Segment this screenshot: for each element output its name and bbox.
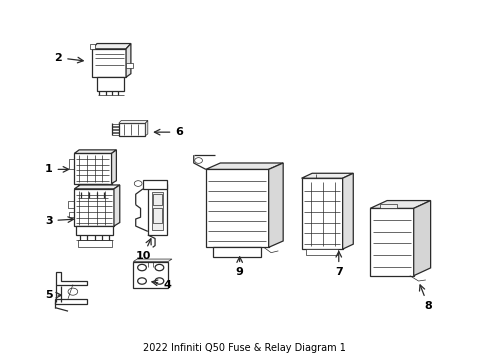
- Polygon shape: [205, 163, 283, 169]
- Polygon shape: [379, 204, 396, 208]
- Polygon shape: [78, 240, 111, 247]
- Text: 4: 4: [152, 280, 171, 289]
- Polygon shape: [145, 121, 147, 136]
- Text: 6: 6: [154, 127, 183, 137]
- Polygon shape: [133, 261, 168, 288]
- Polygon shape: [147, 184, 167, 235]
- Polygon shape: [369, 208, 413, 276]
- Polygon shape: [126, 63, 133, 68]
- Polygon shape: [133, 259, 172, 261]
- Text: 7: 7: [334, 252, 342, 277]
- Text: 2: 2: [54, 53, 83, 63]
- Polygon shape: [76, 226, 113, 235]
- Polygon shape: [268, 163, 283, 247]
- Text: 9: 9: [235, 257, 243, 277]
- Text: 2022 Infiniti Q50 Fuse & Relay Diagram 1: 2022 Infiniti Q50 Fuse & Relay Diagram 1: [143, 343, 345, 354]
- Polygon shape: [111, 150, 116, 184]
- Polygon shape: [306, 249, 337, 256]
- Polygon shape: [90, 44, 95, 49]
- Polygon shape: [97, 77, 123, 91]
- Polygon shape: [301, 173, 352, 178]
- Polygon shape: [151, 192, 163, 230]
- Polygon shape: [126, 44, 131, 77]
- Polygon shape: [142, 180, 167, 189]
- Polygon shape: [78, 184, 108, 192]
- Polygon shape: [74, 150, 116, 153]
- Polygon shape: [119, 123, 145, 136]
- Polygon shape: [56, 272, 87, 284]
- Polygon shape: [114, 185, 120, 226]
- Polygon shape: [369, 201, 430, 208]
- Text: 1: 1: [45, 165, 69, 174]
- Polygon shape: [74, 153, 111, 184]
- Text: 3: 3: [45, 216, 73, 226]
- Polygon shape: [413, 201, 430, 276]
- Text: 10: 10: [135, 239, 151, 261]
- Polygon shape: [342, 173, 352, 249]
- Polygon shape: [92, 44, 131, 49]
- Polygon shape: [119, 121, 147, 123]
- Polygon shape: [213, 247, 261, 257]
- Polygon shape: [205, 169, 268, 247]
- Polygon shape: [74, 189, 114, 226]
- Polygon shape: [92, 49, 126, 77]
- Polygon shape: [74, 185, 120, 189]
- Polygon shape: [55, 299, 87, 304]
- Text: 8: 8: [419, 285, 431, 311]
- Text: 5: 5: [45, 290, 61, 300]
- Polygon shape: [301, 178, 342, 249]
